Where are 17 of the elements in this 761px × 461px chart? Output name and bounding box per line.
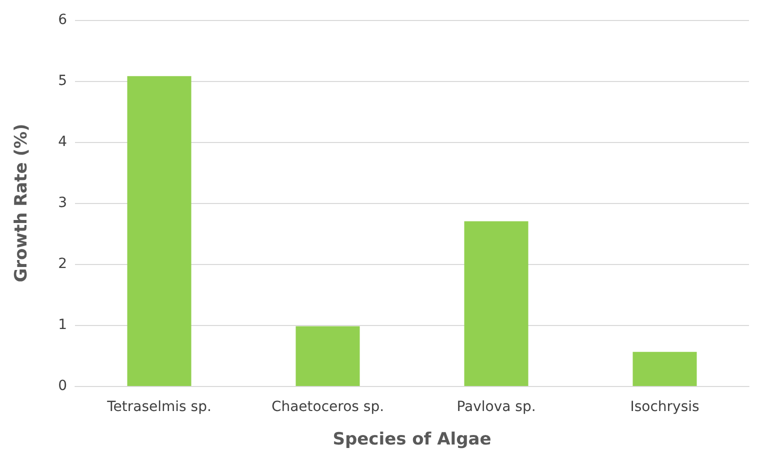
bar bbox=[632, 352, 697, 386]
bar bbox=[464, 221, 528, 386]
x-tick-label: Chaetoceros sp. bbox=[271, 399, 384, 415]
x-tick-label: Isochrysis bbox=[630, 399, 700, 415]
y-tick-label: 2 bbox=[58, 256, 67, 272]
y-tick-label: 3 bbox=[58, 195, 67, 211]
x-axis-title: Species of Algae bbox=[332, 430, 492, 450]
bar bbox=[296, 326, 360, 386]
y-tick-label: 5 bbox=[58, 73, 67, 89]
x-tick-label: Tetraselmis sp. bbox=[106, 399, 212, 415]
y-axis-title: Growth Rate (%) bbox=[12, 124, 32, 282]
x-tick-label: Pavlova sp. bbox=[456, 399, 536, 415]
y-tick-label: 0 bbox=[58, 378, 67, 394]
y-tick-label: 6 bbox=[58, 12, 68, 28]
y-tick-label: 1 bbox=[58, 317, 67, 333]
y-tick-label: 4 bbox=[58, 134, 68, 150]
bar bbox=[127, 76, 192, 386]
